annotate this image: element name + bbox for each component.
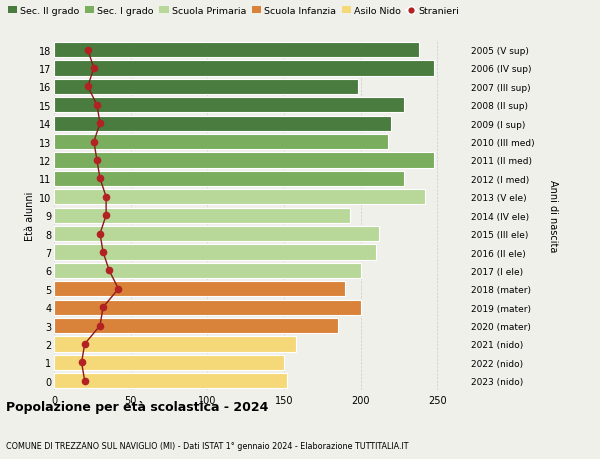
Bar [54,172,404,186]
Bar [54,337,296,352]
Bar [54,135,388,150]
Bar [54,374,287,388]
Bar [54,43,419,58]
Bar [54,245,376,260]
Bar [54,263,361,278]
Bar [54,98,404,113]
Bar [54,153,434,168]
Bar [54,117,391,131]
Y-axis label: Anni di nascita: Anni di nascita [548,179,558,252]
Bar [54,319,338,333]
Legend: Sec. II grado, Sec. I grado, Scuola Primaria, Scuola Infanzia, Asilo Nido, Stran: Sec. II grado, Sec. I grado, Scuola Prim… [8,7,460,16]
Bar [54,190,425,205]
Y-axis label: Età alunni: Età alunni [25,191,35,241]
Bar [54,282,346,297]
Text: COMUNE DI TREZZANO SUL NAVIGLIO (MI) - Dati ISTAT 1° gennaio 2024 - Elaborazione: COMUNE DI TREZZANO SUL NAVIGLIO (MI) - D… [6,441,409,450]
Bar [54,300,361,315]
Text: Popolazione per età scolastica - 2024: Popolazione per età scolastica - 2024 [6,400,268,413]
Bar [54,208,350,223]
Bar [54,62,434,76]
Bar [54,227,379,241]
Bar [54,80,358,95]
Bar [54,355,284,370]
